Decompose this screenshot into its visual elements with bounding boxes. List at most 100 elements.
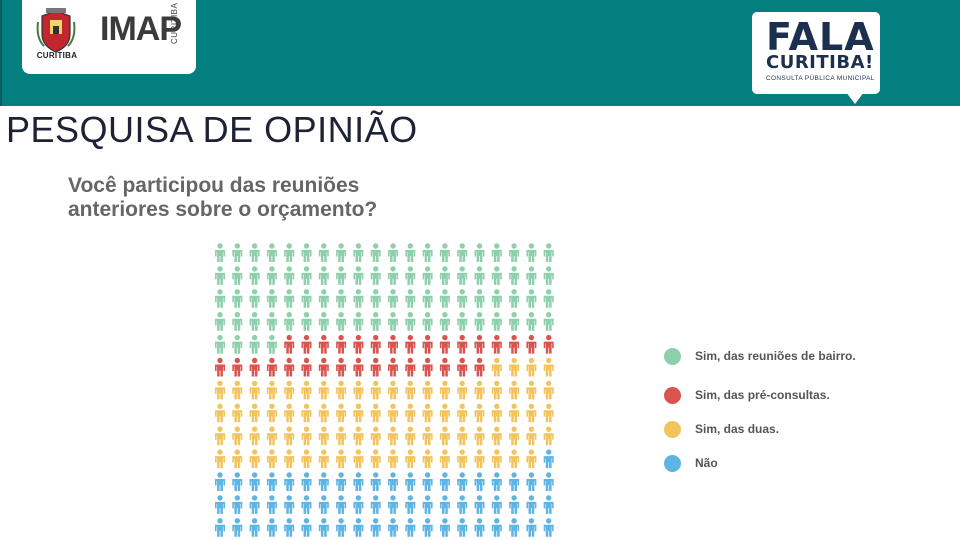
- person-icon-sim-das-duas: [474, 449, 485, 469]
- person-icon-nao: [388, 518, 398, 537]
- person-icon-sim-das-duas: [266, 426, 277, 446]
- person-icon-nao: [249, 472, 260, 491]
- person-icon-sim-das-reunioes-de-bairro: [353, 243, 364, 262]
- person-icon-sim-das-reunioes-de-bairro: [353, 266, 364, 285]
- person-icon-sim-das-reunioes-de-bairro: [336, 243, 347, 262]
- person-icon-nao: [249, 518, 260, 537]
- person-icon-sim-das-pre-consultas: [336, 357, 347, 377]
- person-icon-nao: [232, 518, 243, 537]
- person-icon-nao: [353, 472, 364, 491]
- person-icon-nao: [439, 472, 450, 491]
- person-icon-sim-das-reunioes-de-bairro: [491, 289, 502, 308]
- person-icon-nao: [370, 472, 381, 491]
- imap-logo: IMAP: [100, 10, 182, 48]
- person-icon-sim-das-duas: [543, 426, 554, 446]
- person-icon-sim-das-pre-consultas: [266, 357, 277, 377]
- person-icon-nao: [388, 472, 398, 491]
- person-icon-sim-das-reunioes-de-bairro: [543, 243, 554, 262]
- person-icon-sim-das-duas: [388, 380, 398, 400]
- person-icon-sim-das-reunioes-de-bairro: [457, 266, 468, 285]
- person-icon-sim-das-duas: [405, 426, 416, 446]
- person-icon-nao: [457, 472, 468, 491]
- person-icon-sim-das-reunioes-de-bairro: [318, 266, 329, 285]
- curitiba-crest-icon: [36, 8, 76, 53]
- person-icon-nao: [301, 472, 312, 491]
- person-icon-sim-das-reunioes-de-bairro: [318, 243, 329, 262]
- person-icon-sim-das-pre-consultas: [301, 357, 312, 377]
- person-icon-sim-das-duas: [353, 426, 364, 446]
- chart-title: Você participou das reuniões anteriores …: [68, 174, 488, 222]
- person-icon-nao: [509, 472, 520, 491]
- person-icon-sim-das-pre-consultas: [422, 334, 433, 354]
- person-icon-sim-das-duas: [457, 380, 468, 400]
- person-icon-sim-das-duas: [491, 449, 502, 469]
- person-icon-sim-das-duas: [249, 449, 260, 469]
- person-icon-sim-das-duas: [249, 403, 260, 423]
- person-icon-sim-das-reunioes-de-bairro: [474, 312, 485, 331]
- legend-swatch-pre-consultas: [664, 386, 681, 404]
- person-icon-sim-das-duas: [457, 449, 468, 469]
- legend-item-bairro: Sim, das reuniões de bairro.: [664, 346, 856, 366]
- person-icon-sim-das-duas: [370, 403, 381, 423]
- person-icon-nao: [543, 518, 554, 537]
- person-icon-sim-das-reunioes-de-bairro: [214, 289, 225, 308]
- person-icon-nao: [422, 472, 433, 491]
- person-icon-sim-das-duas: [474, 426, 485, 446]
- person-icon-sim-das-reunioes-de-bairro: [301, 243, 312, 262]
- person-icon-sim-das-reunioes-de-bairro: [284, 243, 295, 262]
- person-icon-sim-das-reunioes-de-bairro: [526, 289, 537, 308]
- person-icon-sim-das-pre-consultas: [457, 357, 468, 377]
- person-icon-sim-das-duas: [439, 380, 450, 400]
- person-icon-sim-das-duas: [353, 403, 364, 423]
- person-icon-sim-das-reunioes-de-bairro: [266, 243, 277, 262]
- person-icon-sim-das-duas: [422, 426, 433, 446]
- person-icon-sim-das-reunioes-de-bairro: [422, 312, 433, 331]
- person-icon-sim-das-pre-consultas: [543, 334, 554, 354]
- person-icon-nao: [214, 495, 225, 514]
- fala-title: FALA: [766, 15, 875, 59]
- legend-label-nao: Não: [695, 456, 718, 470]
- person-icon-sim-das-duas: [214, 449, 225, 469]
- person-icon-sim-das-duas: [301, 403, 312, 423]
- person-icon-sim-das-duas: [543, 357, 554, 377]
- person-icon-sim-das-duas: [491, 403, 502, 423]
- person-icon-nao: [543, 495, 554, 514]
- person-icon-nao: [301, 495, 312, 514]
- legend-item-duas: Sim, das duas.: [664, 419, 779, 439]
- person-icon-sim-das-duas: [543, 403, 554, 423]
- person-icon-sim-das-duas: [439, 426, 450, 446]
- person-icon-sim-das-duas: [336, 449, 347, 469]
- person-icon-sim-das-duas: [336, 426, 347, 446]
- person-icon-sim-das-duas: [457, 403, 468, 423]
- person-icon-sim-das-duas: [509, 380, 520, 400]
- person-icon-sim-das-reunioes-de-bairro: [284, 289, 295, 308]
- person-icon-sim-das-pre-consultas: [284, 334, 295, 354]
- person-icon-sim-das-duas: [370, 426, 381, 446]
- person-icon-sim-das-pre-consultas: [318, 357, 329, 377]
- person-icon-nao: [301, 518, 312, 537]
- person-icon-sim-das-reunioes-de-bairro: [266, 289, 277, 308]
- person-icon-nao: [422, 518, 433, 537]
- person-icon-nao: [232, 495, 243, 514]
- person-icon-sim-das-duas: [474, 380, 485, 400]
- legend-swatch-bairro: [664, 347, 681, 365]
- person-icon-nao: [214, 518, 225, 537]
- person-icon-sim-das-reunioes-de-bairro: [457, 243, 468, 262]
- person-icon-sim-das-reunioes-de-bairro: [422, 266, 433, 285]
- person-icon-sim-das-pre-consultas: [336, 334, 347, 354]
- person-icon-sim-das-reunioes-de-bairro: [370, 266, 381, 285]
- person-icon-sim-das-reunioes-de-bairro: [266, 266, 277, 285]
- person-icon-nao: [405, 518, 416, 537]
- person-icon-sim-das-reunioes-de-bairro: [232, 243, 243, 262]
- person-icon-sim-das-pre-consultas: [491, 334, 502, 354]
- person-icon-sim-das-reunioes-de-bairro: [388, 243, 398, 262]
- person-icon-sim-das-duas: [388, 426, 398, 446]
- person-icon-sim-das-pre-consultas: [509, 334, 520, 354]
- person-icon-sim-das-duas: [318, 403, 329, 423]
- person-icon-sim-das-reunioes-de-bairro: [370, 312, 381, 331]
- person-icon-sim-das-reunioes-de-bairro: [249, 312, 260, 331]
- person-icon-sim-das-reunioes-de-bairro: [509, 289, 520, 308]
- person-icon-sim-das-reunioes-de-bairro: [370, 289, 381, 308]
- person-icon-sim-das-reunioes-de-bairro: [336, 289, 347, 308]
